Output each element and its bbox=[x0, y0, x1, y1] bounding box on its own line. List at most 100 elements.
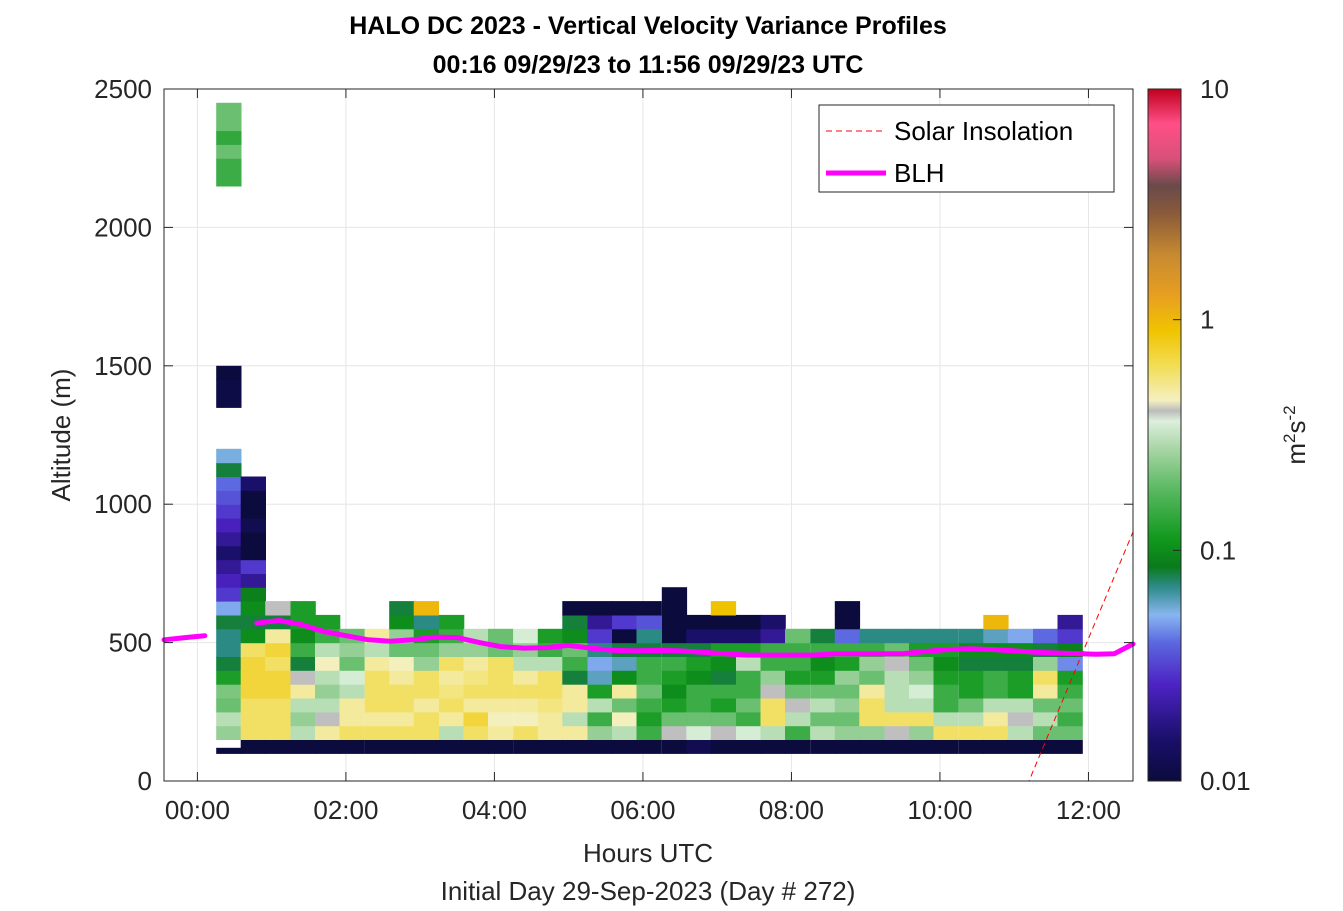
heatmap-cell bbox=[636, 698, 662, 713]
heatmap-cell bbox=[216, 504, 242, 519]
heatmap-cell bbox=[216, 711, 242, 727]
heatmap-cell bbox=[315, 670, 341, 685]
heatmap-cell bbox=[265, 642, 291, 657]
heatmap-cell bbox=[834, 725, 861, 740]
heatmap-cell bbox=[1057, 698, 1083, 713]
heatmap-cell bbox=[612, 698, 638, 713]
heatmap-cell bbox=[958, 684, 985, 699]
heatmap-cell bbox=[686, 684, 712, 699]
heatmap-cell bbox=[537, 725, 564, 740]
heatmap-cell bbox=[661, 684, 688, 699]
heatmap-cell bbox=[562, 614, 588, 630]
heatmap-cell bbox=[339, 656, 365, 671]
heatmap-cell bbox=[216, 747, 242, 754]
heatmap-cell bbox=[315, 614, 341, 630]
heatmap-cell bbox=[216, 573, 242, 588]
heatmap-cell bbox=[612, 711, 638, 727]
heatmap-cell bbox=[439, 725, 465, 740]
heatmap-cell bbox=[810, 656, 836, 671]
heatmap-cell bbox=[240, 684, 266, 699]
heatmap-cell bbox=[810, 725, 836, 740]
heatmap-cell bbox=[933, 628, 959, 644]
heatmap-cell bbox=[859, 628, 885, 644]
heatmap-cell bbox=[612, 670, 638, 685]
heatmap-cell bbox=[1057, 725, 1083, 740]
heatmap-cell bbox=[413, 684, 439, 699]
heatmap-cell bbox=[636, 684, 662, 699]
heatmap-cell bbox=[339, 642, 365, 657]
heatmap-cell bbox=[315, 711, 341, 727]
heatmap-cell bbox=[290, 601, 316, 616]
colorbar-label-sup2: -2 bbox=[1280, 405, 1299, 420]
heatmap-cell bbox=[859, 711, 885, 727]
heatmap-cell bbox=[909, 725, 935, 740]
heatmap-cell bbox=[240, 490, 266, 519]
heatmap-cell bbox=[537, 670, 564, 685]
heatmap-cell bbox=[760, 614, 786, 630]
heatmap-cell bbox=[859, 656, 885, 671]
heatmap-cell bbox=[389, 698, 415, 713]
heatmap-cell bbox=[736, 725, 762, 740]
heatmap-cell bbox=[958, 711, 985, 727]
heatmap-cell bbox=[513, 725, 539, 740]
heatmap-cell bbox=[537, 711, 564, 727]
heatmap-cell bbox=[439, 670, 465, 685]
heatmap-cell bbox=[513, 628, 539, 644]
colorbar-tick-label: 0.1 bbox=[1200, 535, 1236, 565]
heatmap-cell bbox=[265, 698, 291, 713]
heatmap-cell bbox=[290, 656, 316, 671]
heatmap-cell bbox=[884, 711, 910, 727]
heatmap-cell bbox=[315, 642, 341, 657]
heatmap-cell bbox=[884, 725, 910, 740]
heatmap-cell bbox=[710, 628, 737, 644]
heatmap-cell bbox=[364, 739, 390, 754]
chart-title: HALO DC 2023 - Vertical Velocity Varianc… bbox=[349, 12, 947, 40]
heatmap-cell bbox=[909, 711, 935, 727]
heatmap-cell bbox=[661, 739, 688, 754]
heatmap-cell bbox=[612, 739, 638, 754]
colorbar-label: m2s-2 bbox=[1280, 405, 1311, 464]
heatmap-cell bbox=[216, 531, 242, 547]
heatmap-cell bbox=[1057, 656, 1083, 671]
heatmap-cell bbox=[933, 656, 959, 671]
heatmap-cell bbox=[933, 739, 959, 754]
heatmap-cell bbox=[290, 739, 316, 754]
heatmap-cell bbox=[240, 587, 266, 602]
heatmap-cell bbox=[463, 739, 489, 754]
x-tick-label: 04:00 bbox=[462, 795, 527, 825]
heatmap-cell bbox=[216, 725, 242, 740]
heatmap-cell bbox=[834, 601, 861, 616]
heatmap-cell bbox=[413, 656, 439, 671]
heatmap-cell bbox=[413, 614, 439, 630]
heatmap-cell bbox=[364, 698, 390, 713]
heatmap-cell bbox=[661, 628, 688, 644]
heatmap-cell bbox=[983, 711, 1009, 727]
heatmap-cell bbox=[389, 670, 415, 685]
heatmap-cell bbox=[909, 739, 935, 754]
heatmap-cell bbox=[884, 670, 910, 685]
heatmap-cell bbox=[290, 725, 316, 740]
heatmap-cell bbox=[216, 476, 242, 491]
heatmap-cell bbox=[290, 684, 316, 699]
heatmap-cell bbox=[909, 628, 935, 644]
heatmap-cell bbox=[216, 587, 242, 602]
heatmap-cell bbox=[933, 684, 959, 699]
heatmap-cell bbox=[439, 614, 465, 630]
heatmap-cell bbox=[587, 725, 613, 740]
heatmap-cell bbox=[736, 684, 762, 699]
x-tick-label: 08:00 bbox=[759, 795, 824, 825]
heatmap-cell bbox=[736, 614, 762, 630]
heatmap-cell bbox=[1033, 739, 1059, 754]
heatmap-cell bbox=[710, 684, 737, 699]
heatmap-cell bbox=[265, 628, 291, 644]
heatmap-cell bbox=[859, 698, 885, 713]
heatmap-cell bbox=[537, 656, 564, 671]
heatmap-cell bbox=[736, 739, 762, 754]
heatmap-cell bbox=[686, 711, 712, 727]
heatmap-cell bbox=[661, 725, 688, 740]
heatmap-cell bbox=[785, 684, 811, 699]
heatmap-cell bbox=[216, 670, 242, 685]
heatmap-cell bbox=[587, 601, 613, 616]
heatmap-cell bbox=[933, 670, 959, 685]
heatmap-cell bbox=[562, 698, 588, 713]
